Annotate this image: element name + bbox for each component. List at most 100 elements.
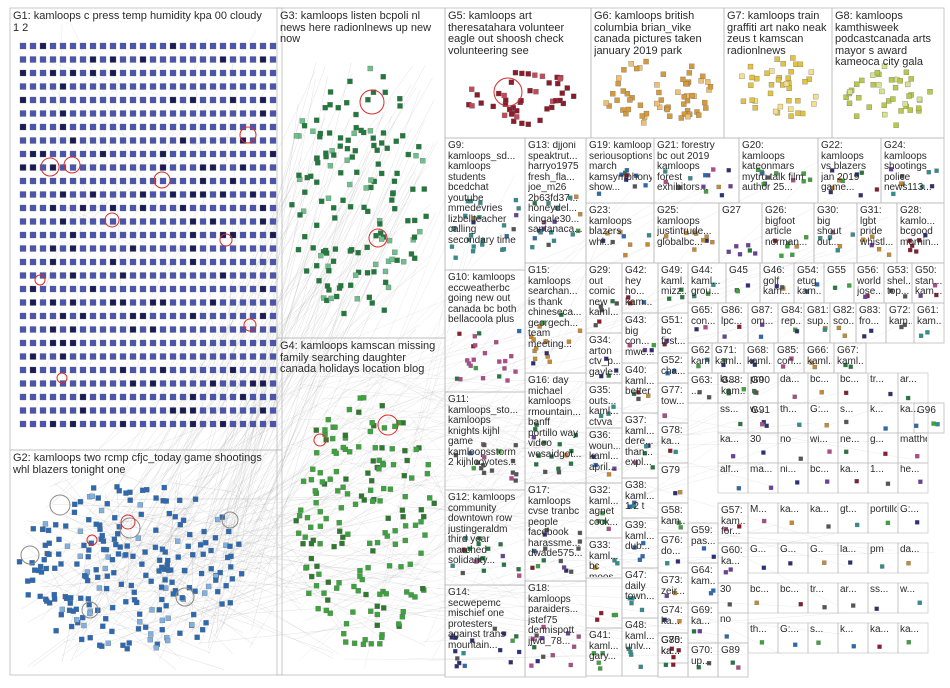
g1-node: [39, 218, 47, 225]
small-group-node: [599, 610, 604, 616]
group-frame-g89: [717, 642, 749, 678]
g1-node: [249, 258, 257, 266]
g8-node: [879, 88, 885, 95]
small-group-node: [634, 173, 639, 178]
g5-node: [512, 69, 519, 76]
small-group-node: [745, 283, 751, 288]
g1-node: [209, 56, 217, 63]
small-group-node: [623, 177, 629, 182]
g4-node: [325, 416, 331, 423]
g4-node: [374, 539, 381, 546]
g1-node: [139, 204, 147, 212]
g2-node: [205, 583, 212, 590]
g1-node: [179, 353, 187, 360]
small-group-node: [517, 573, 522, 578]
g1-node: [29, 326, 37, 333]
g1-node: [69, 285, 77, 293]
small-group-node: [508, 660, 513, 665]
small-group-node: [735, 288, 740, 294]
small-group-node: [577, 328, 583, 333]
small-group-node: [534, 633, 539, 638]
g1-node: [189, 407, 197, 414]
g2-node: [229, 576, 236, 582]
g2-node: [39, 526, 46, 532]
small-group-node: [706, 660, 712, 666]
small-group-node: [862, 334, 867, 339]
g1-node: [69, 420, 77, 428]
small-group-node: [753, 251, 758, 256]
g3-node: [421, 186, 427, 192]
g1-node: [69, 353, 77, 360]
small-group-node: [898, 181, 904, 186]
minor-group-node: [844, 419, 849, 425]
g1-node: [89, 164, 97, 171]
edge: [208, 239, 320, 643]
g3-node: [330, 205, 337, 211]
small-group-node: [779, 253, 784, 258]
g1-node: [169, 56, 177, 63]
small-group-node: [606, 373, 611, 378]
g4-node: [334, 585, 340, 591]
edge: [346, 381, 454, 548]
small-group-node: [801, 171, 806, 176]
small-group-node: [794, 244, 799, 249]
g1-node: [129, 56, 137, 63]
edge: [168, 479, 428, 574]
g1-node: [169, 177, 177, 185]
g1-node: [219, 56, 227, 63]
g1-node: [119, 123, 127, 131]
g1-node: [229, 191, 237, 198]
g1-node: [89, 339, 97, 347]
g1-node: [19, 366, 27, 374]
g1-node: [199, 137, 207, 144]
g6-node: [689, 63, 695, 70]
g2-node: [185, 543, 191, 549]
g1-highlight-ring: [219, 233, 233, 247]
small-group-node: [803, 235, 809, 240]
g1-node: [189, 312, 197, 320]
g4-node: [384, 533, 390, 539]
small-group-node: [627, 596, 633, 601]
g1-node: [259, 245, 267, 252]
g2-node: [165, 557, 171, 564]
small-group-node: [929, 184, 935, 189]
small-group-node: [501, 631, 507, 636]
g1-node: [249, 69, 257, 77]
small-group-node: [558, 558, 564, 564]
g4-node: [379, 445, 385, 451]
g1-node: [269, 407, 277, 414]
small-group-node: [513, 442, 518, 448]
g5-node: [519, 70, 525, 77]
g1-node: [119, 69, 127, 77]
g1-node: [239, 353, 247, 360]
edge: [142, 172, 313, 559]
g4-node: [400, 514, 406, 520]
small-group-node: [532, 201, 537, 206]
small-group-node: [925, 330, 930, 335]
g2-node: [116, 524, 122, 530]
g1-node: [79, 56, 87, 63]
g2-node: [123, 552, 129, 558]
g1-node: [49, 420, 57, 428]
small-group-node: [614, 368, 619, 373]
edge: [117, 117, 326, 534]
g1-node: [59, 326, 67, 333]
g4-highlight-ring: [313, 433, 327, 447]
g7-node: [797, 61, 804, 68]
edge: [233, 482, 341, 631]
g7-node: [795, 98, 801, 104]
g1-node: [219, 69, 227, 77]
g6-node: [685, 113, 691, 120]
g2-node: [86, 547, 92, 553]
g4-node: [296, 512, 303, 519]
g7-node: [747, 63, 754, 70]
g1-node: [99, 393, 107, 401]
g3-node: [377, 221, 383, 227]
g1-node: [119, 218, 127, 225]
g1-node: [69, 272, 77, 279]
g4-node: [295, 530, 302, 536]
small-group-node: [703, 189, 709, 194]
small-group-node: [809, 360, 814, 365]
g3-node: [327, 163, 334, 169]
small-group-node: [600, 510, 605, 516]
